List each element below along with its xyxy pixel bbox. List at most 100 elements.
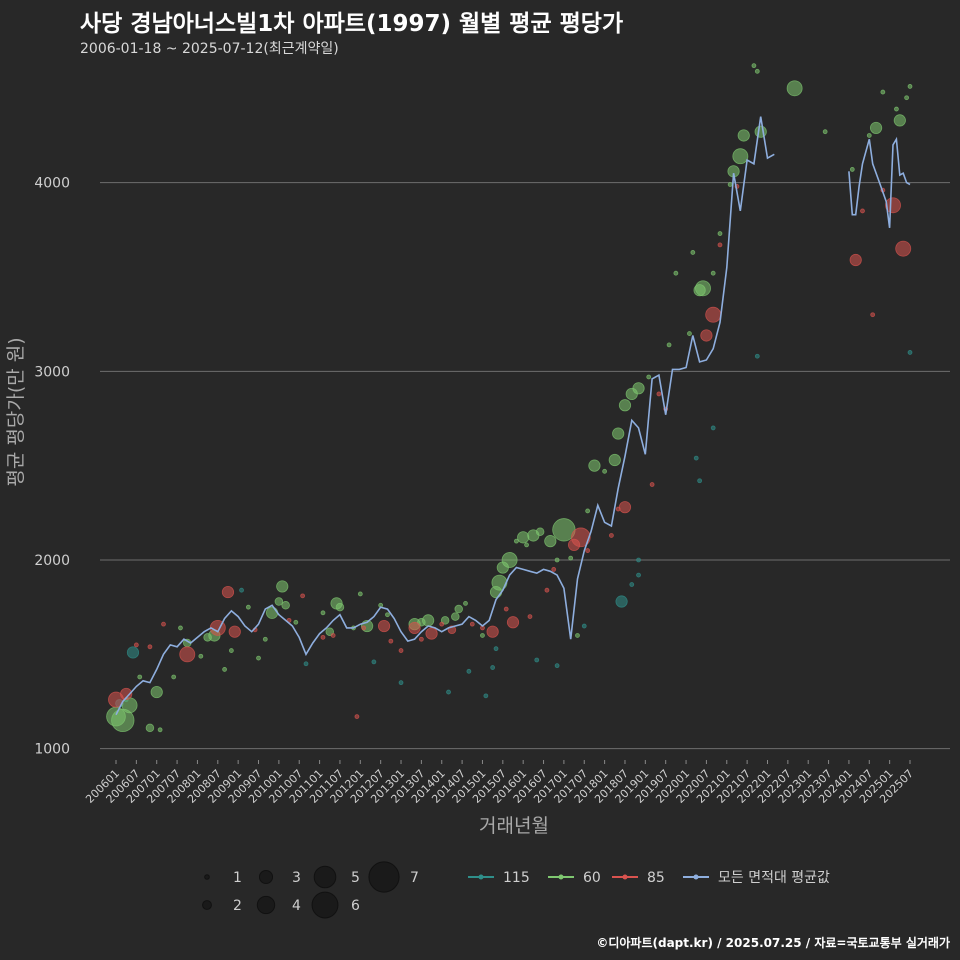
point-85 [439, 621, 445, 627]
point-60 [894, 106, 899, 112]
point-60 [822, 129, 828, 135]
size-legend-label: 1 [233, 870, 242, 886]
legend-label: 모든 면적대 평균값 [718, 870, 830, 886]
point-60 [710, 270, 716, 276]
point-60 [480, 633, 485, 638]
y-axis-label: 평균 평당가(만 원) [5, 337, 27, 486]
point-85 [179, 646, 196, 663]
point-85 [885, 197, 901, 214]
size-legend-circle [256, 895, 276, 915]
point-60 [754, 125, 767, 138]
point-85 [700, 329, 713, 342]
point-60 [265, 606, 279, 619]
point-85 [408, 621, 421, 635]
size-legend-label: 2 [233, 898, 242, 914]
size-legend-label: 7 [410, 870, 419, 886]
chart-title: 사당 경남아너스빌1차 아파트(1997) 월별 평균 평당가 [80, 11, 624, 37]
point-60 [463, 600, 468, 606]
point-115 [629, 582, 635, 587]
point-60 [501, 552, 518, 568]
point-60 [849, 167, 855, 172]
x-axis-ticks: 2006012006072007012007072008012008072009… [83, 760, 916, 806]
y-tick-label: 2000 [34, 553, 70, 569]
point-60 [568, 555, 574, 561]
point-115 [615, 595, 628, 608]
size-legend-circle [204, 874, 210, 880]
point-60 [869, 121, 883, 135]
point-85 [705, 306, 722, 323]
point-85 [361, 625, 367, 631]
y-tick-label: 3000 [34, 364, 70, 380]
point-115 [636, 557, 641, 563]
point-60 [517, 531, 530, 544]
point-60 [171, 674, 177, 680]
point-60 [454, 604, 463, 614]
y-tick-label: 1000 [34, 742, 70, 758]
point-85 [398, 648, 404, 653]
legend-marker [622, 874, 628, 880]
point-60 [281, 601, 290, 610]
point-60 [554, 557, 560, 563]
source-credit: ©디아파트(dapt.kr) / 2025.07.25 / 자료=국토교통부 실… [596, 936, 950, 950]
point-85 [649, 482, 655, 487]
point-115 [710, 425, 716, 431]
point-60 [145, 723, 155, 733]
point-85 [133, 642, 139, 648]
size-legend-circle [258, 869, 274, 885]
point-85 [544, 587, 550, 593]
point-115 [534, 657, 540, 663]
point-60 [575, 633, 580, 638]
y-axis-ticks: 1000 2000 3000 4000 [34, 176, 70, 758]
point-85 [377, 619, 391, 633]
point-60 [673, 270, 679, 276]
point-60 [687, 331, 692, 336]
point-85 [609, 533, 614, 538]
point-85 [571, 527, 591, 548]
point-60 [262, 636, 268, 642]
y-tick-label: 4000 [34, 176, 70, 192]
point-60 [727, 182, 733, 187]
point-60 [357, 591, 363, 597]
point-60 [256, 655, 261, 661]
point-85 [895, 240, 912, 257]
point-85 [161, 621, 166, 627]
point-60 [717, 231, 723, 236]
point-85 [300, 593, 306, 599]
legend-marker [558, 874, 564, 880]
point-60 [276, 580, 289, 593]
point-60 [274, 597, 284, 606]
point-60 [491, 574, 508, 591]
point-115 [239, 587, 244, 593]
point-115 [398, 680, 404, 686]
point-115 [490, 665, 496, 670]
point-115 [493, 646, 499, 652]
point-85 [228, 625, 241, 638]
point-115 [554, 663, 560, 669]
point-60 [666, 342, 672, 348]
point-85 [503, 606, 509, 612]
point-115 [693, 455, 699, 461]
point-60 [524, 542, 529, 548]
legend-label: 115 [503, 870, 530, 886]
size-legend-circle [202, 900, 212, 910]
point-60 [602, 468, 608, 474]
point-60 [690, 250, 696, 255]
point-60 [150, 685, 163, 699]
point-115 [446, 689, 451, 695]
gridlines [100, 182, 950, 750]
point-60 [612, 427, 625, 440]
point-60 [178, 625, 183, 631]
point-85 [354, 714, 360, 720]
average-price-line [115, 116, 911, 716]
point-85 [486, 625, 499, 638]
point-85 [717, 242, 723, 248]
point-60 [137, 674, 143, 680]
point-60 [385, 612, 390, 618]
x-axis-label: 거래년월 [479, 815, 549, 837]
point-85 [527, 614, 533, 620]
point-60 [585, 508, 591, 514]
point-60 [228, 648, 234, 653]
point-85 [506, 616, 520, 629]
point-60 [732, 148, 749, 165]
